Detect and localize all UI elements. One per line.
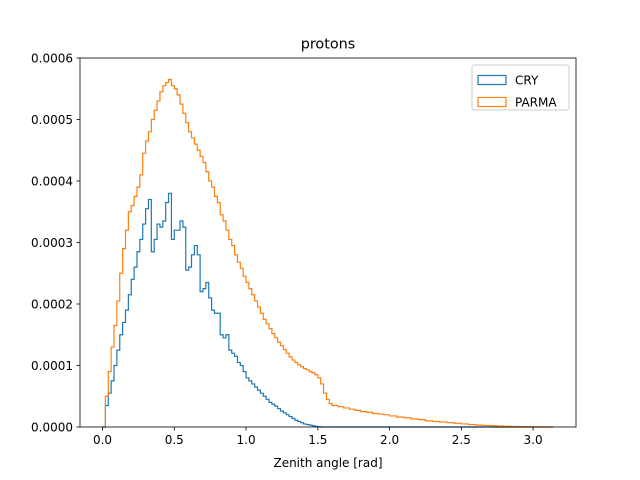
y-tick-label: 0.0005 [31,113,73,127]
x-axis-title: Zenith angle [rad] [273,456,382,470]
legend-label-parma: PARMA [515,96,557,110]
legend-label-cry: CRY [515,74,539,88]
y-tick-label: 0.0000 [31,420,73,434]
x-tick-label: 2.5 [452,433,471,447]
legend-swatch-parma [477,96,507,108]
y-tick-label: 0.0006 [31,51,73,65]
x-tick-label: 1.5 [308,433,327,447]
legend-box [471,64,570,111]
plot-area: 0.0 0.5 1.0 1.5 2.0 2.5 3.0 0.0000 0.0001 0.0002 0… [31,51,577,447]
x-tick-label: 3.0 [524,433,543,447]
series-cry-line [102,192,554,428]
y-tick-label: 0.0002 [31,297,73,311]
series-parma-line [102,78,554,428]
x-tick-label: 2.0 [380,433,399,447]
x-tick-label: 0.5 [165,433,184,447]
y-tick-label: 0.0003 [31,236,73,250]
legend: CRY PARMA [471,64,570,111]
y-tick-label: 0.0004 [31,174,73,188]
legend-swatch-cry [477,74,507,86]
y-tick-label: 0.0001 [31,359,73,373]
chart-title: protons [301,37,356,53]
x-tick-label: 1.0 [237,433,256,447]
x-tick-label: 0.0 [93,433,112,447]
